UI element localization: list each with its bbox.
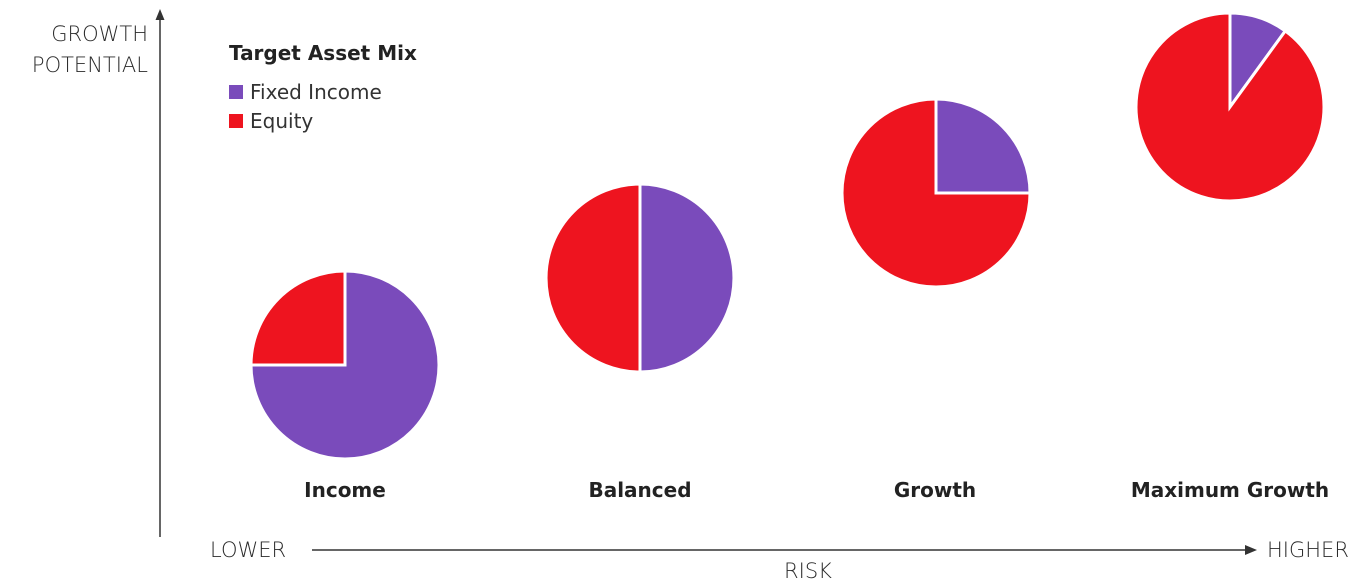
pie-slice-growth-fixed-income (934, 97, 1032, 195)
portfolio-label-growth: Growth (894, 478, 976, 502)
pie-slice-balanced-equity (544, 182, 642, 374)
y-axis-label-line2: POTENTIAL (32, 53, 148, 77)
y-axis-arrowhead (155, 9, 165, 20)
portfolio-label-balanced: Balanced (588, 478, 691, 502)
pie-slice-growth-equity (840, 97, 1032, 289)
pie-slice-balanced-fixed-income (638, 182, 736, 374)
legend-swatch-equity (229, 114, 243, 128)
pie-slice-income-fixed-income (249, 269, 441, 461)
pie-slice-income-equity (249, 269, 347, 367)
legend-label-equity: Equity (250, 109, 313, 133)
x-axis-label: RISK (784, 559, 832, 582)
pie-group (249, 11, 1326, 461)
portfolio-label-maximum-growth: Maximum Growth (1131, 478, 1329, 502)
x-axis-arrowhead (1245, 545, 1257, 555)
y-axis-label-line1: GROWTH (51, 22, 148, 46)
pie-slice-maximum-growth-equity (1134, 11, 1326, 203)
x-axis-low-label: LOWER (210, 538, 286, 562)
portfolio-label-income: Income (304, 478, 386, 502)
x-axis-high-label: HIGHER (1267, 538, 1349, 562)
legend-title: Target Asset Mix (229, 41, 417, 65)
legend-label-fixed-income: Fixed Income (250, 80, 382, 104)
legend-swatch-fixed-income (229, 85, 243, 99)
